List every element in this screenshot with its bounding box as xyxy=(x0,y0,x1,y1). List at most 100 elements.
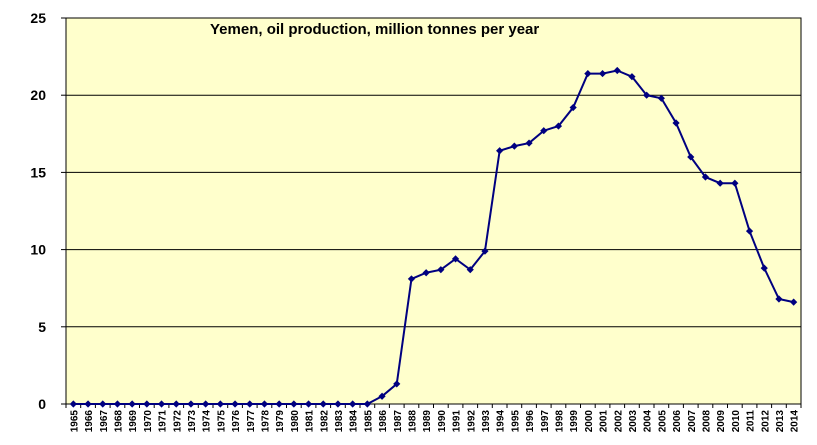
x-tick-label: 2007 xyxy=(687,410,698,433)
data-point xyxy=(157,400,166,408)
data-point xyxy=(672,119,680,127)
x-tick-label: 2003 xyxy=(628,410,639,433)
x-tick-label: 1989 xyxy=(422,410,433,433)
gridlines xyxy=(66,94,801,328)
plot-area xyxy=(65,17,802,405)
x-tick-label: 2013 xyxy=(775,410,786,433)
data-point xyxy=(393,380,401,388)
x-tick-label: 1974 xyxy=(202,410,213,433)
data-point xyxy=(69,400,77,408)
x-tick-label: 1967 xyxy=(99,410,110,433)
x-tick-label: 1968 xyxy=(113,410,124,433)
x-tick-label: 2008 xyxy=(701,410,712,433)
x-tick-label: 1980 xyxy=(290,410,301,433)
data-point xyxy=(701,173,710,181)
data-point xyxy=(349,400,357,408)
data-point xyxy=(745,227,754,235)
data-point xyxy=(407,275,416,283)
data-point xyxy=(525,139,533,147)
x-tick-label: 1983 xyxy=(334,410,345,433)
x-tick-label: 2001 xyxy=(599,410,610,433)
x-tick-label: 1992 xyxy=(466,410,477,433)
chart-title: Yemen, oil production, million tonnes pe… xyxy=(210,21,539,38)
x-tick-label: 1970 xyxy=(143,410,154,433)
data-point xyxy=(451,255,460,263)
x-tick-label: 1990 xyxy=(437,410,448,433)
y-axis: 0 5 10 15 20 25 xyxy=(30,10,66,412)
x-tick-label: 2002 xyxy=(613,410,624,433)
x-tick-label: 2006 xyxy=(672,410,683,433)
series-group xyxy=(69,66,798,408)
data-point xyxy=(143,400,151,408)
y-tick-label: 25 xyxy=(30,10,46,26)
x-tick-label: 1973 xyxy=(187,410,198,433)
x-axis: 1965 1966 1967 1968 1969 1970 1971 1972 1973 1974… xyxy=(65,404,802,433)
data-point xyxy=(84,400,92,408)
data-point xyxy=(466,266,474,274)
data-point xyxy=(775,295,783,303)
data-point xyxy=(598,69,607,78)
x-tick-label: 2010 xyxy=(731,410,742,433)
x-tick-label: 1998 xyxy=(554,410,565,433)
data-point xyxy=(716,179,724,187)
x-tick-label: 1975 xyxy=(216,410,227,433)
data-point xyxy=(481,247,489,255)
data-point xyxy=(363,400,371,408)
data-point xyxy=(687,153,695,161)
data-point xyxy=(760,264,768,272)
data-point xyxy=(99,400,107,408)
x-tick-label: 1966 xyxy=(84,410,95,433)
x-tick-label: 2014 xyxy=(790,410,801,433)
x-tick-label: 1981 xyxy=(305,410,316,433)
data-point xyxy=(319,400,327,408)
x-tick-label: 1976 xyxy=(231,410,242,433)
data-point xyxy=(554,122,563,130)
data-point xyxy=(216,400,224,408)
y-tick-label: 20 xyxy=(30,87,46,103)
data-point xyxy=(731,179,739,187)
data-point xyxy=(790,298,798,306)
y-tick-label: 10 xyxy=(30,242,46,258)
data-point xyxy=(657,94,665,102)
x-tick-label: 1982 xyxy=(319,410,330,433)
data-point xyxy=(290,400,298,408)
x-tick-label: 1984 xyxy=(349,410,360,433)
data-point xyxy=(437,266,445,274)
x-tick-label: 2005 xyxy=(657,410,668,433)
x-tick-label: 1994 xyxy=(496,410,507,433)
data-point xyxy=(378,392,386,400)
x-tick-label: 2009 xyxy=(716,410,727,433)
data-point xyxy=(231,400,239,408)
plot-area-group xyxy=(65,17,802,405)
y-tick-label: 0 xyxy=(38,396,46,412)
x-tick-label: 1987 xyxy=(393,410,404,433)
y-tick-label: 5 xyxy=(38,319,46,335)
data-point xyxy=(260,400,269,408)
x-tick-label: 2011 xyxy=(746,410,757,432)
x-tick-label: 1986 xyxy=(378,410,389,433)
x-tick-label: 1995 xyxy=(510,410,521,433)
x-tick-label: 1965 xyxy=(69,410,80,433)
data-point xyxy=(128,400,136,408)
x-tick-label: 1993 xyxy=(481,410,492,433)
data-point xyxy=(496,147,504,155)
x-tick-label: 1985 xyxy=(363,410,374,433)
x-tick-label: 1978 xyxy=(260,410,271,433)
x-tick-label: 2004 xyxy=(643,410,654,433)
data-point xyxy=(246,400,254,408)
data-point xyxy=(584,69,592,78)
data-point xyxy=(628,73,636,81)
x-tick-label: 1971 xyxy=(158,410,169,433)
data-point xyxy=(569,103,577,112)
x-tick-label: 2000 xyxy=(584,410,595,433)
x-tick-label: 1997 xyxy=(540,410,551,433)
x-tick-label: 2012 xyxy=(760,410,771,433)
x-tick-label: 1991 xyxy=(452,410,463,433)
data-point xyxy=(113,400,122,408)
data-point xyxy=(202,400,210,408)
data-point xyxy=(172,400,180,408)
data-point xyxy=(510,142,518,150)
data-point xyxy=(613,66,621,75)
